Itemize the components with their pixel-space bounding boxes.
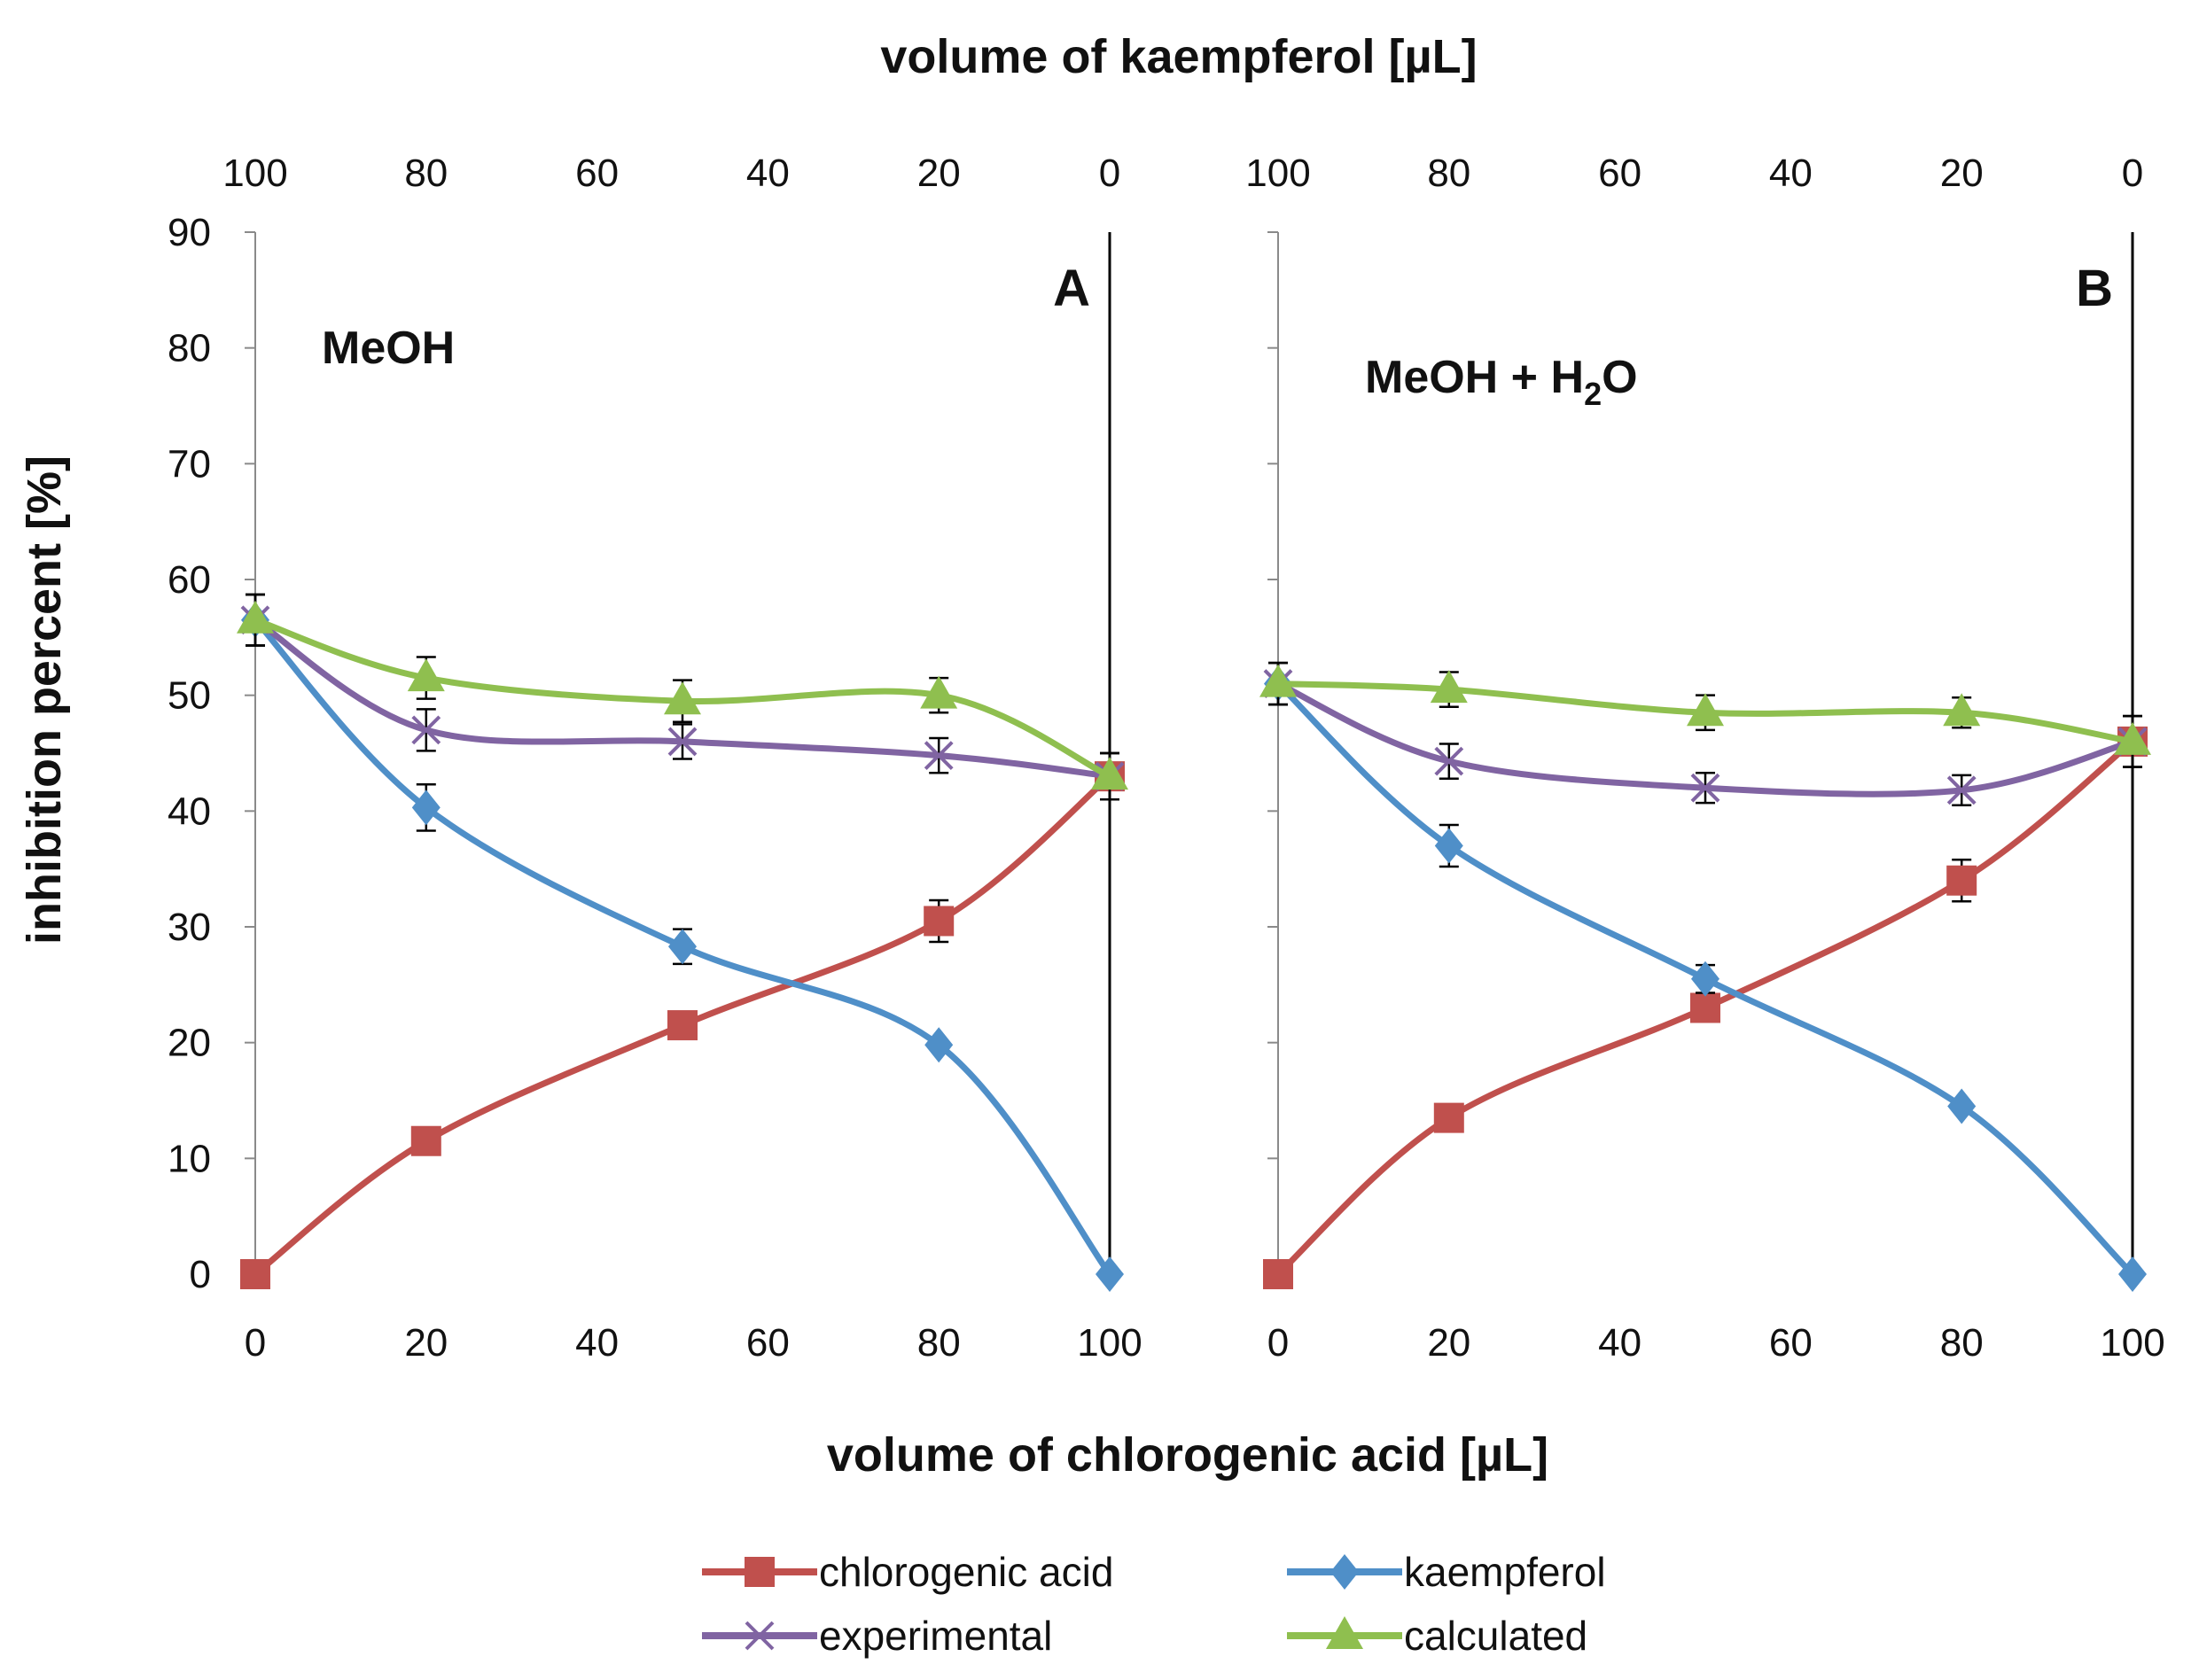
panel-a-x-tick-label-0: 0 <box>245 1321 266 1365</box>
panel-a-series-experimental-point-20 <box>411 715 441 745</box>
y-tick-label-70: 70 <box>168 442 211 486</box>
panel-a-x-tick-label-60: 60 <box>746 1321 790 1365</box>
panel-a-top-tick-label-100: 100 <box>222 152 287 195</box>
panel-b-series-experimental-point-80 <box>1946 775 1977 805</box>
panel-a-series-calculated <box>237 593 1128 801</box>
legend-item-chlorogenic-acid-label: chlorogenic acid <box>819 1549 1113 1595</box>
panel-b-label: B <box>2076 260 2113 317</box>
y-tick-label-40: 40 <box>168 789 211 833</box>
y-tick-label-0: 0 <box>190 1253 211 1296</box>
legend-item-experimental-marker <box>745 1621 775 1651</box>
panel-a-series-calculated-point-20 <box>407 658 445 692</box>
y-tick-label-80: 80 <box>168 327 211 370</box>
y-tick-label-50: 50 <box>168 674 211 718</box>
panel-b-solvent-label: MeOH + H2O <box>1365 352 1638 412</box>
panel-b-series-chlorogenic-acid-point-80 <box>1946 865 1977 896</box>
legend-item-calculated: calculated <box>1287 1613 1587 1659</box>
panel-b-series-kaempferol-point-20 <box>1434 828 1463 864</box>
panel-b-top-tick-label-40: 40 <box>1769 152 1813 195</box>
legend-item-calculated-marker <box>1326 1616 1363 1649</box>
legend-item-experimental-label: experimental <box>819 1613 1052 1659</box>
panel-b-series-experimental-point-50 <box>1690 773 1720 803</box>
panel-a-series-chlorogenic-acid-point-20 <box>410 1125 441 1156</box>
bottom-axis-title: volume of chlorogenic acid [µL] <box>827 1428 1548 1482</box>
panel-a-top-tick-label-0: 0 <box>1099 152 1120 195</box>
panel-a-series-kaempferol-point-100 <box>1096 1256 1124 1292</box>
panel-a-top-tick-label-60: 60 <box>575 152 619 195</box>
panel-a-top-tick-label-20: 20 <box>917 152 961 195</box>
panel-b-x-tick-label-80: 80 <box>1940 1321 1984 1365</box>
panel-a-series-kaempferol-point-50 <box>668 929 697 965</box>
panel-b-x-tick-label-60: 60 <box>1769 1321 1813 1365</box>
panel-b: 0 20 40 60 80 100 100 80 60 40 20 0 B MeOH + H2O <box>1245 152 2164 1365</box>
panel-b-series-calculated-point-100 <box>2114 721 2151 755</box>
panel-a-top-tick-label-40: 40 <box>746 152 790 195</box>
legend-item-experimental: experimental <box>702 1613 1052 1659</box>
panel-a-series-chlorogenic-acid-point-0 <box>240 1259 270 1289</box>
panel-a-x-tick-label-20: 20 <box>404 1321 448 1365</box>
panel-a-x-tick-label-80: 80 <box>917 1321 961 1365</box>
panel-a-series-calculated-point-0 <box>237 600 274 634</box>
panel-b-x-tick-label-100: 100 <box>2100 1321 2164 1365</box>
panel-a-x-tick-label-100: 100 <box>1077 1321 1142 1365</box>
y-tick-label-90: 90 <box>168 211 211 254</box>
panel-a-label: A <box>1053 260 1090 317</box>
panel-b-top-tick-label-20: 20 <box>1940 152 1984 195</box>
panel-b-series-calculated <box>1259 661 2151 768</box>
panel-a-series-chlorogenic-acid-point-50 <box>667 1010 698 1041</box>
panel-b-series-kaempferol-point-80 <box>1947 1088 1977 1124</box>
panel-a-series-experimental <box>240 593 1125 801</box>
panel-b-x-tick-label-0: 0 <box>1267 1321 1289 1365</box>
legend-item-kaempferol-marker <box>1330 1554 1359 1590</box>
legend-item-chlorogenic-acid: chlorogenic acid <box>702 1549 1113 1595</box>
panel-a-series-experimental-point-80 <box>924 741 954 771</box>
panel-b-series-chlorogenic-acid-point-0 <box>1263 1259 1293 1289</box>
y-axis-title: inhibition percent [%] <box>18 455 71 945</box>
panel-a-series-kaempferol-point-20 <box>411 789 441 826</box>
panel-b-top-tick-label-80: 80 <box>1427 152 1470 195</box>
panel-a-series-chlorogenic-acid <box>240 751 1125 1289</box>
panels: 0 10 20 30 40 50 60 70 80 90 0 20 40 60 80 100 100 80 60 40… <box>168 152 2165 1365</box>
panel-a: 0 10 20 30 40 50 60 70 80 90 0 20 40 60 80 100 100 80 60 40… <box>168 152 1142 1365</box>
panel-a-solvent-label: MeOH <box>322 323 455 374</box>
top-axis-title: volume of kaempferol [µL] <box>880 30 1477 83</box>
panel-a-top-tick-label-80: 80 <box>404 152 448 195</box>
panel-a-series-calculated-point-50 <box>664 681 701 715</box>
panel-a-x-tick-label-40: 40 <box>575 1321 619 1365</box>
panel-b-series-chlorogenic-acid-point-50 <box>1690 992 1720 1023</box>
panel-b-x-tick-label-20: 20 <box>1427 1321 1470 1365</box>
legend-item-kaempferol-label: kaempferol <box>1404 1549 1606 1595</box>
panel-b-series-chlorogenic-acid-point-20 <box>1433 1102 1464 1133</box>
legend: chlorogenic acid kaempferol experimental ca… <box>702 1549 1606 1659</box>
panel-a-series-calculated-point-80 <box>920 675 958 709</box>
panel-b-series-calculated-point-80 <box>1943 693 1981 727</box>
panel-b-series-experimental-point-20 <box>1434 746 1464 776</box>
panel-b-series-kaempferol-point-100 <box>2118 1256 2147 1292</box>
panel-a-series-experimental-point-50 <box>667 727 698 757</box>
panel-b-series-calculated-point-50 <box>1687 693 1724 727</box>
legend-item-calculated-label: calculated <box>1404 1613 1587 1659</box>
legend-item-chlorogenic-acid-marker <box>745 1557 775 1587</box>
y-tick-label-60: 60 <box>168 558 211 602</box>
panel-a-series-calculated-point-100 <box>1091 757 1128 790</box>
panel-b-top-tick-label-60: 60 <box>1598 152 1641 195</box>
panel-b-series-calculated-point-20 <box>1430 670 1468 704</box>
panel-a-series-kaempferol-point-80 <box>924 1027 954 1063</box>
panel-b-x-tick-label-40: 40 <box>1598 1321 1641 1365</box>
panel-b-series-calculated-point-0 <box>1259 664 1297 697</box>
panel-b-series-kaempferol <box>1264 661 2147 1292</box>
panel-b-top-tick-label-100: 100 <box>1245 152 1310 195</box>
panel-a-series-chlorogenic-acid-point-80 <box>924 906 955 937</box>
legend-item-kaempferol: kaempferol <box>1287 1549 1606 1595</box>
panel-b-series-kaempferol-point-50 <box>1691 961 1719 997</box>
y-tick-label-20: 20 <box>168 1022 211 1065</box>
y-tick-label-10: 10 <box>168 1137 211 1180</box>
panel-b-top-tick-label-0: 0 <box>2122 152 2143 195</box>
y-tick-label-30: 30 <box>168 906 211 949</box>
